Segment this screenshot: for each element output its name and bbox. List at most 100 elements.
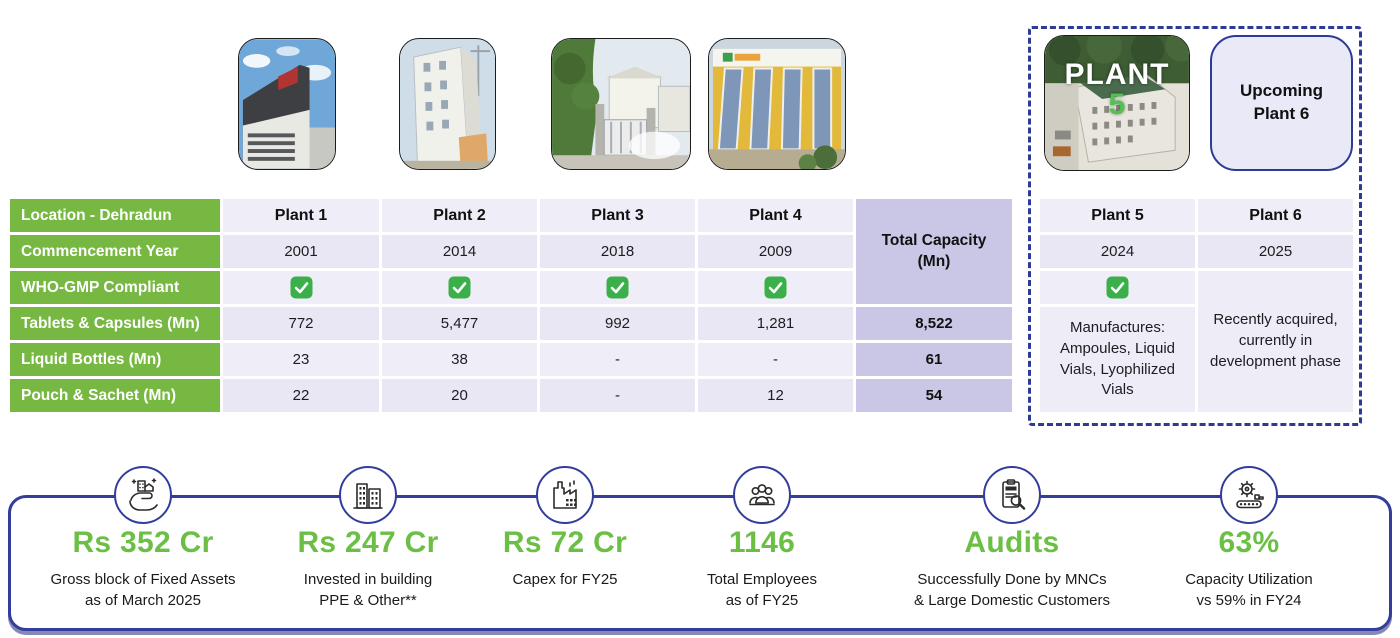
employees-icon — [749, 484, 775, 506]
stat-label-line: Capacity Utilization — [1185, 571, 1313, 588]
plant3-photo-art — [552, 39, 690, 169]
stat-label-line: Successfully Done by MNCs — [917, 571, 1107, 588]
stat-ppe-label: Invested in building PPE & Other** — [218, 569, 518, 611]
stat-capacity-value: 63% — [1218, 526, 1280, 559]
stat-circle-2 — [339, 466, 397, 524]
stat-audits-label: Successfully Done by MNCs & Large Domest… — [862, 569, 1162, 611]
cell-tablets-plant3: 992 — [540, 307, 695, 340]
plant6-note: Recently acquired, currently in developm… — [1198, 271, 1353, 412]
stat-employees-label: Total Employees as of FY25 — [612, 569, 912, 611]
stat-audits-value: Audits — [964, 526, 1060, 559]
row-header-commencement: Commencement Year — [10, 235, 220, 268]
cell-check-plant4 — [698, 271, 853, 304]
stat-capex-value: Rs 72 Cr — [502, 526, 628, 559]
cell-pouch-plant2: 20 — [382, 379, 537, 412]
row-header-liquid: Liquid Bottles (Mn) — [10, 343, 220, 376]
stat-capacity-utilization: 63% Capacity Utilization vs 59% in FY24 — [1099, 526, 1399, 611]
plants-table: Location - Dehradun Commencement Year WH… — [10, 199, 1012, 412]
checkmark-icon — [448, 276, 471, 299]
cell-year-plant3: 2018 — [540, 235, 695, 268]
cell-tablets-plant2: 5,477 — [382, 307, 537, 340]
row-header-whogmp: WHO-GMP Compliant — [10, 271, 220, 304]
col-header-plant3: Plant 3 — [540, 199, 695, 232]
stat-capex-label: Capex for FY25 — [415, 569, 715, 590]
cell-year-plant2: 2014 — [382, 235, 537, 268]
plant5-photo-caption: PLANT 5 — [1045, 60, 1189, 120]
stat-capacity-label: Capacity Utilization vs 59% in FY24 — [1099, 569, 1399, 611]
cell-check-plant1 — [223, 271, 379, 304]
row-header-location: Location - Dehradun — [10, 199, 220, 232]
cell-tablets-plant4: 1,281 — [698, 307, 853, 340]
plant2-photo — [399, 38, 496, 170]
plant5-caption-word: PLANT — [1064, 58, 1170, 91]
upcoming-line1: Upcoming — [1239, 81, 1324, 101]
stat-label-line: Gross block of Fixed Assets — [50, 571, 236, 588]
cell-year-plant1: 2001 — [223, 235, 379, 268]
total-capacity-header: Total Capacity (Mn) — [856, 199, 1012, 304]
plant1-photo-art — [239, 39, 335, 169]
fixed-assets-icon — [129, 478, 158, 511]
plant1-photo — [238, 38, 336, 170]
stat-fixed-assets-value: Rs 352 Cr — [72, 526, 214, 559]
stat-employees: 1146 Total Employees as of FY25 — [612, 526, 912, 611]
cell-liquid-plant1: 23 — [223, 343, 379, 376]
stat-fixed-assets: Rs 352 Cr Gross block of Fixed Assets as… — [0, 526, 293, 611]
cell-check-plant5 — [1040, 271, 1195, 304]
capacity-icon — [1236, 480, 1264, 509]
cell-tablets-plant1: 772 — [223, 307, 379, 340]
stat-label-line: as of FY25 — [725, 592, 799, 609]
stat-circle-4 — [733, 466, 791, 524]
stat-circle-5 — [983, 466, 1041, 524]
col-header-plant1: Plant 1 — [223, 199, 379, 232]
buildings-icon — [353, 483, 383, 509]
cell-pouch-plant4: 12 — [698, 379, 853, 412]
cell-year-plant4: 2009 — [698, 235, 853, 268]
stat-audits: Audits Successfully Done by MNCs & Large… — [862, 526, 1162, 611]
stat-capex: Rs 72 Cr Capex for FY25 — [415, 526, 715, 590]
plant5-caption-number: 5 — [1108, 88, 1126, 121]
col-header-plant5: Plant 5 — [1040, 199, 1195, 232]
stat-circle-1 — [114, 466, 172, 524]
cell-total-tablets: 8,522 — [856, 307, 1012, 340]
stat-employees-value: 1146 — [728, 526, 796, 559]
upcoming-plants-dashed-box — [1028, 26, 1362, 426]
col-header-plant2: Plant 2 — [382, 199, 537, 232]
plant5-note: Manufactures: Ampoules, Liquid Vials, Ly… — [1040, 307, 1195, 412]
row-header-tablets: Tablets & Capsules (Mn) — [10, 307, 220, 340]
stat-label-line: Invested in building — [303, 571, 433, 588]
plant4-photo — [708, 38, 846, 170]
checkmark-icon — [606, 276, 629, 299]
stat-circle-6 — [1220, 466, 1278, 524]
cell-year-plant5: 2024 — [1040, 235, 1195, 268]
checkmark-icon — [290, 276, 312, 299]
cell-liquid-plant4: - — [698, 343, 853, 376]
plant4-photo-art — [709, 39, 845, 169]
col-header-plant4: Plant 4 — [698, 199, 853, 232]
stat-label-line: Total Employees — [706, 571, 818, 588]
stats-panel — [8, 495, 1392, 631]
cell-total-liquid: 61 — [856, 343, 1012, 376]
cell-pouch-plant1: 22 — [223, 379, 379, 412]
stat-label-line: & Large Domestic Customers — [914, 592, 1110, 609]
total-capacity-header-line2: (Mn) — [917, 252, 951, 270]
stat-label-line: vs 59% in FY24 — [1196, 592, 1302, 609]
stat-label-line: PPE & Other** — [319, 592, 417, 609]
stat-label-line: as of March 2025 — [85, 592, 201, 609]
upcoming-plant6-card: Upcoming Plant 6 — [1210, 35, 1353, 171]
cell-liquid-plant2: 38 — [382, 343, 537, 376]
cell-pouch-plant3: - — [540, 379, 695, 412]
stat-fixed-assets-label: Gross block of Fixed Assets as of March … — [0, 569, 293, 611]
cell-year-plant6: 2025 — [1198, 235, 1353, 268]
cell-liquid-plant3: - — [540, 343, 695, 376]
cell-total-pouch: 54 — [856, 379, 1012, 412]
stat-circle-3 — [536, 466, 594, 524]
stat-ppe-value: Rs 247 Cr — [297, 526, 439, 559]
plant3-photo — [551, 38, 691, 170]
stat-label-line: Capex for FY25 — [512, 571, 618, 588]
plant5-photo-art — [1045, 36, 1189, 170]
col-header-plant6: Plant 6 — [1198, 199, 1353, 232]
checkmark-icon — [764, 276, 787, 299]
upcoming-line2: Plant 6 — [1253, 104, 1310, 123]
total-capacity-header-line1: Total Capacity — [881, 232, 987, 250]
plant5-photo: PLANT 5 — [1044, 35, 1190, 171]
